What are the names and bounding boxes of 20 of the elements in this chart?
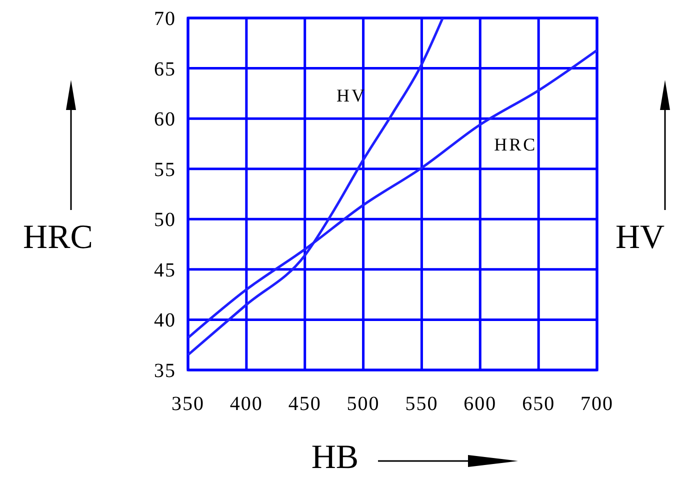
x-tick-label: 700 bbox=[580, 393, 614, 415]
x-tick-label: 350 bbox=[172, 393, 204, 415]
x-tick-label: 600 bbox=[464, 393, 497, 415]
y-tick-label: 60 bbox=[154, 108, 176, 131]
y-tick-label: 45 bbox=[154, 259, 176, 282]
series-label: HRC bbox=[494, 134, 538, 155]
y2-axis-title: HV bbox=[615, 219, 665, 256]
y-tick-label: 70 bbox=[154, 8, 176, 30]
x-tick-label: 400 bbox=[230, 393, 263, 415]
y-tick-label: 65 bbox=[154, 58, 176, 80]
y-tick-label: 40 bbox=[154, 310, 176, 332]
x-tick-label: 650 bbox=[522, 393, 556, 415]
x-tick-label: 500 bbox=[346, 393, 380, 415]
y-tick-label: 50 bbox=[154, 209, 176, 232]
y-axis-title: HRC bbox=[23, 219, 93, 256]
x-tick-label: 450 bbox=[288, 393, 322, 415]
y-tick-label: 35 bbox=[154, 360, 176, 382]
x-axis-title: HB bbox=[311, 439, 359, 476]
y-tick-label: 55 bbox=[154, 158, 176, 181]
x-tick-label: 550 bbox=[405, 393, 438, 415]
